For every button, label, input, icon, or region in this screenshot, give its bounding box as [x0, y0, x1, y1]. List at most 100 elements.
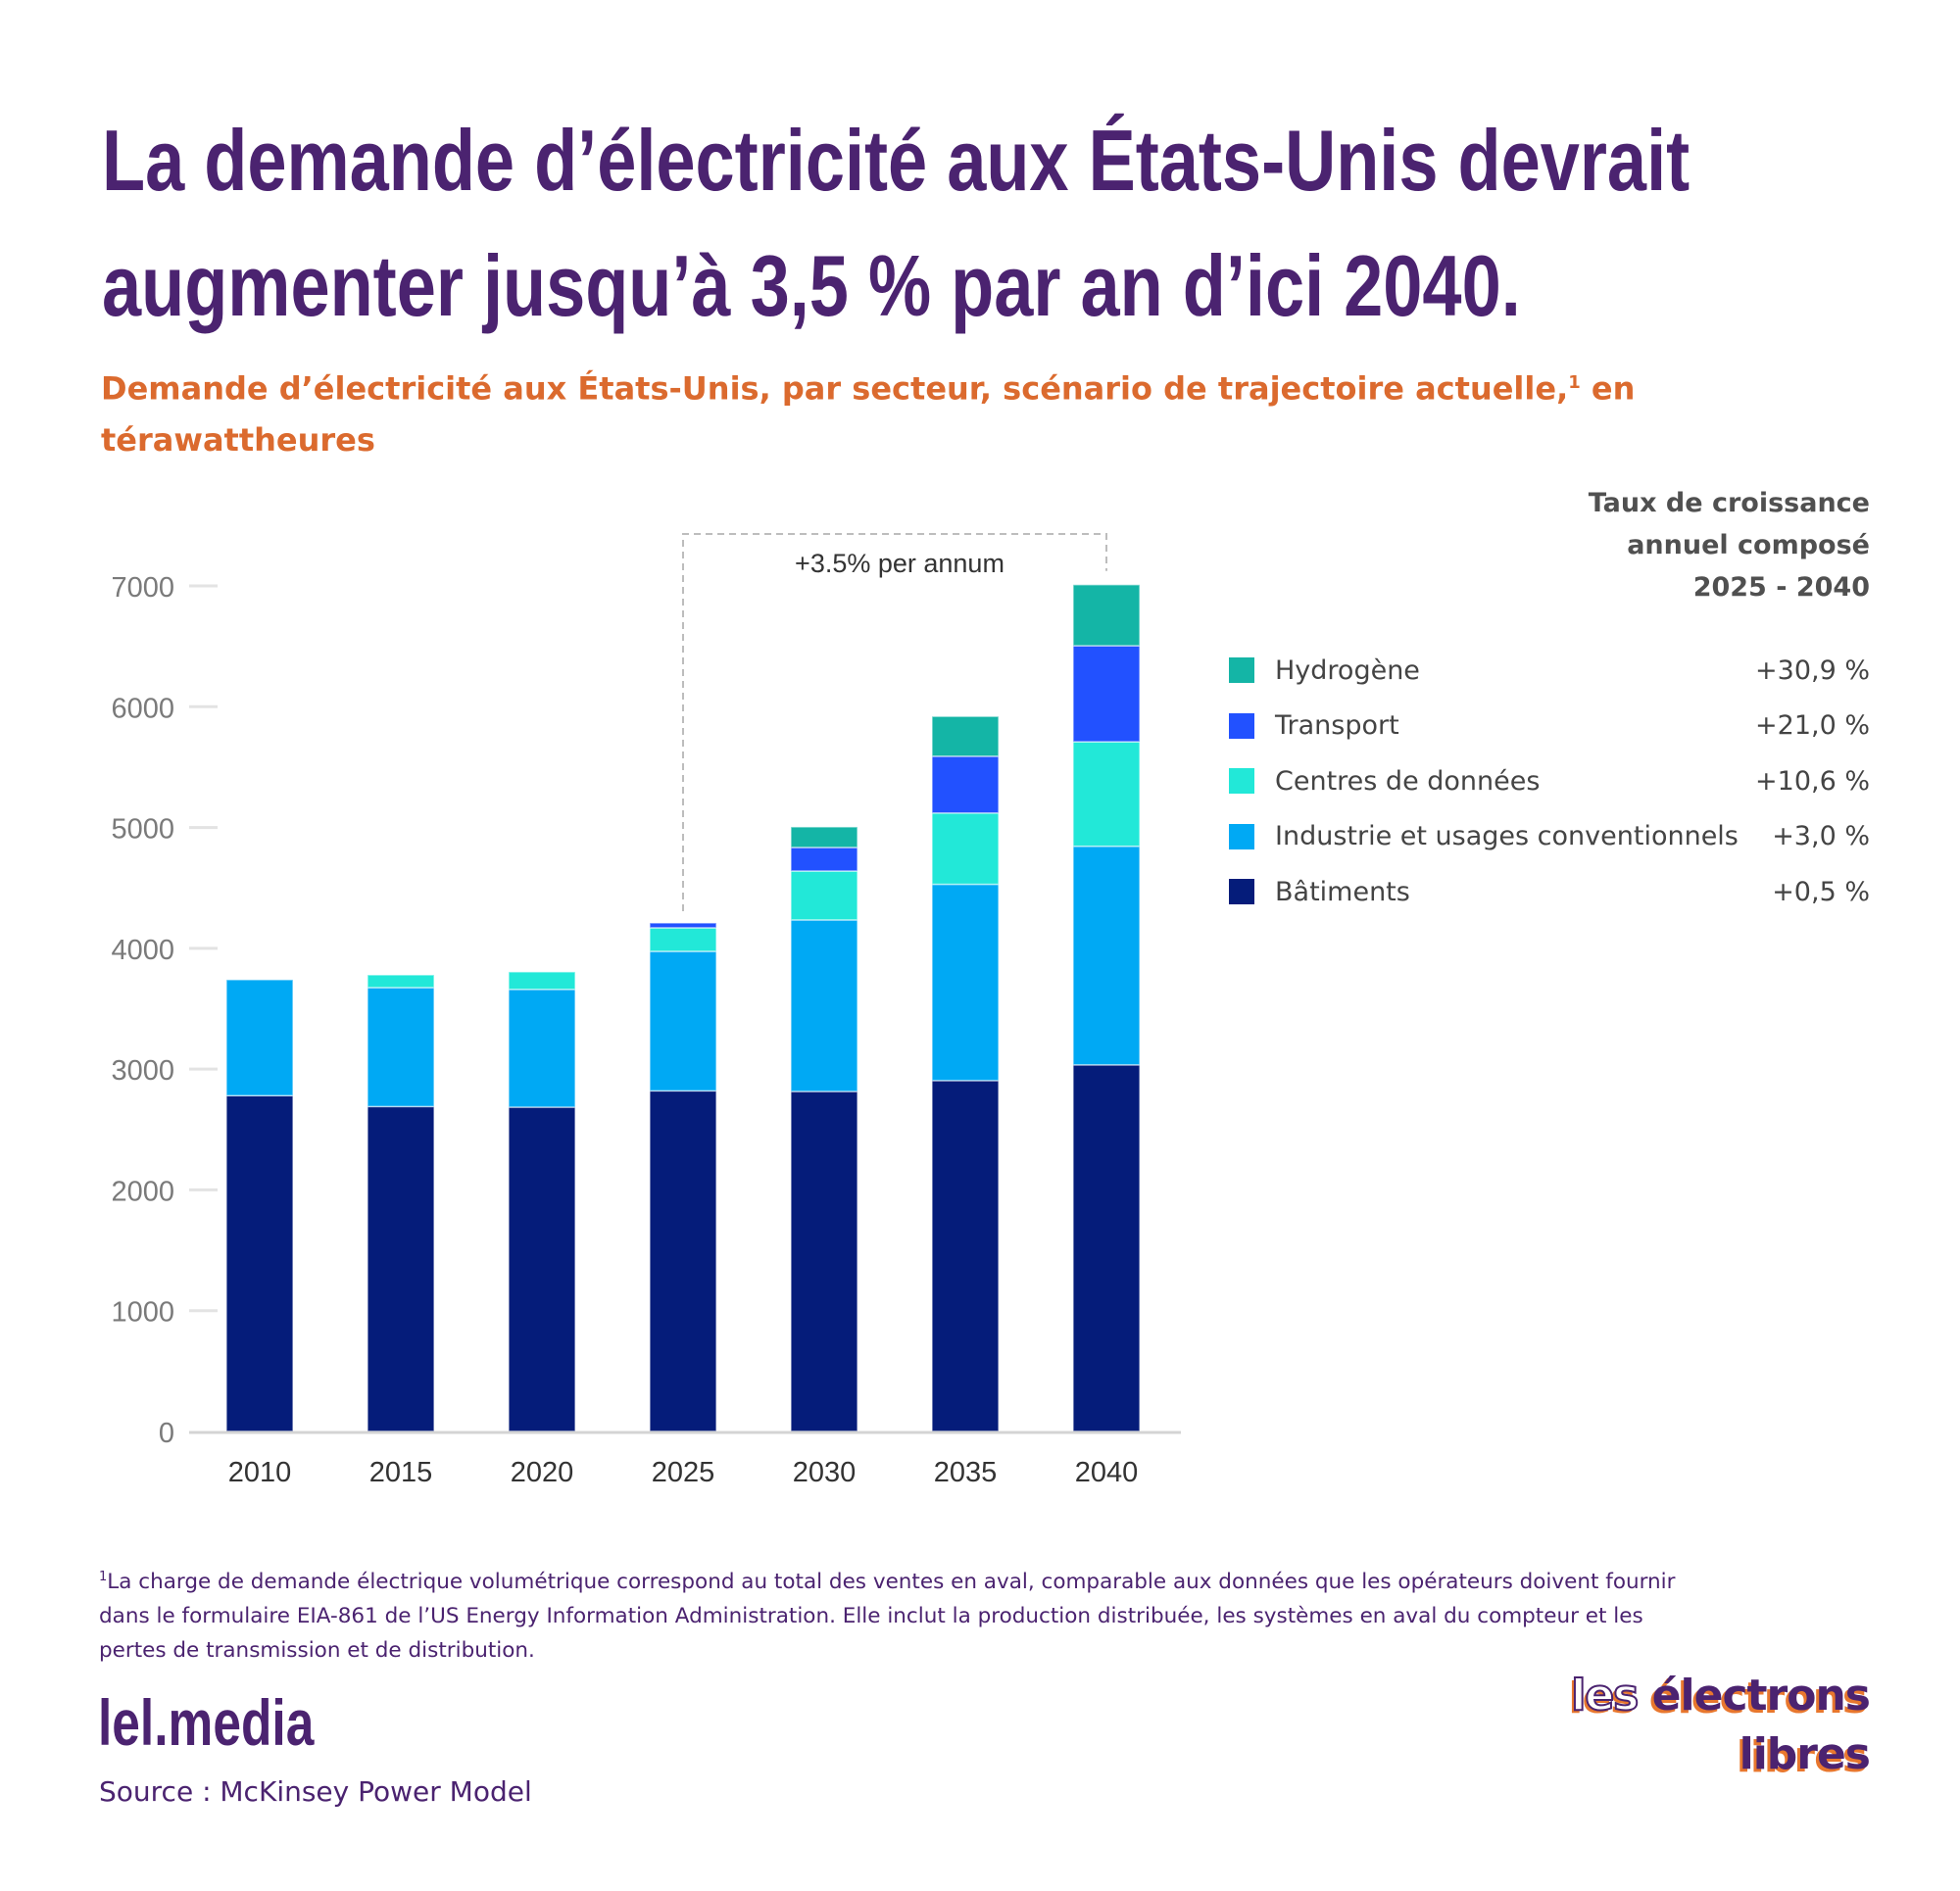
bar-segment-hydrogen-2035: [931, 715, 1000, 757]
y-tick-label: 7000: [111, 572, 174, 604]
bar-segment-buildings-2030: [790, 1091, 858, 1432]
legend-growth-rate: +3,0 %: [1772, 821, 1870, 852]
y-axis: 0 1000 2000 3000 4000 5000 6000 7000: [111, 572, 218, 1449]
legend-item-datacenters: Centres de données +10,6 %: [1229, 753, 1870, 809]
y-tick-label: 1000: [111, 1297, 174, 1329]
bar-segment-buildings-2025: [649, 1090, 717, 1432]
footnote-mark: 1: [99, 1570, 108, 1584]
legend-growth-rate: +30,9 %: [1755, 655, 1870, 686]
bar-segment-transport-2025: [649, 922, 717, 929]
y-tick-label: 5000: [111, 814, 174, 846]
headline-line-1: La demande d’électricité aux États-Unis …: [102, 112, 1690, 209]
legend-header-line-2: annuel composé: [1627, 530, 1870, 560]
bar-segment-hydrogen-2040: [1072, 584, 1141, 647]
bar-segment-transport-2030: [790, 847, 858, 872]
footnote-line-3: pertes de transmission et de distributio…: [99, 1638, 535, 1664]
les-electrons-libres-logo[interactable]: les électrons libres: [1570, 1670, 1882, 1808]
subtitle-unit: térawattheures: [101, 420, 375, 459]
bar-stack-2020: [508, 971, 576, 1432]
annotation-label: +3.5% per annum: [795, 549, 1004, 578]
legend-growth-rate: +21,0 %: [1755, 710, 1870, 742]
x-tick-label: 2040: [1075, 1457, 1139, 1488]
bar-stack-2010: [225, 979, 294, 1432]
legend-swatch-datacenters: [1229, 768, 1254, 795]
legend-growth-rate: +10,6 %: [1755, 765, 1870, 797]
logo-line-1: les électrons: [1570, 1670, 1871, 1721]
x-tick-label: 2035: [934, 1457, 998, 1488]
bar-segment-industry-2035: [931, 883, 1000, 1082]
bars: [225, 584, 1141, 1432]
annotation-bracket: [682, 533, 1107, 911]
x-tick-label: 2015: [369, 1457, 433, 1488]
bar-segment-industry-2030: [790, 919, 858, 1092]
x-axis: 2010 2015 2020 2025 2030 2035 2040: [189, 1430, 1181, 1488]
source-credit: Source : McKinsey Power Model: [99, 1775, 532, 1808]
legend-swatch-transport: [1229, 712, 1254, 739]
y-tick-label: 2000: [111, 1176, 174, 1207]
footnote-text: La charge de demande électrique volumétr…: [107, 1570, 1676, 1595]
bar-stack-2035: [931, 715, 1000, 1432]
chart-subtitle: Demande d’électricité aux États-Unis, pa…: [101, 358, 1865, 465]
bar-segment-datacenters-2025: [649, 927, 717, 952]
bar-segment-datacenters-2035: [931, 812, 1000, 886]
bar-segment-industry-2040: [1072, 845, 1141, 1066]
legend-swatch-industry: [1229, 823, 1254, 849]
footnote-line-2: dans le formulaire EIA-861 de l’US Energ…: [99, 1604, 1643, 1629]
bar-segment-hydrogen-2030: [790, 826, 858, 849]
legend-swatch-hydrogen: [1229, 657, 1254, 684]
logo-line-2: libres: [1739, 1729, 1871, 1779]
bar-segment-datacenters-2020: [508, 971, 576, 991]
x-tick-label: 2030: [793, 1457, 857, 1488]
headline-line-2: augmenter jusqu’à 3,5 % par an d’ici 204…: [102, 237, 1521, 334]
y-tick-label: 0: [159, 1418, 174, 1449]
bar-segment-transport-2040: [1072, 645, 1141, 743]
bar-stack-2015: [367, 974, 435, 1432]
bar-stack-2030: [790, 826, 858, 1432]
subtitle-text-cont: en: [1580, 369, 1636, 408]
logo-word-electrons: électrons: [1638, 1671, 1871, 1721]
legend-label: Hydrogène: [1275, 655, 1420, 686]
legend-label: Transport: [1275, 710, 1399, 742]
site-brand[interactable]: lel.media: [98, 1686, 315, 1759]
bar-segment-buildings-2035: [931, 1080, 1000, 1432]
legend-label: Centres de données: [1275, 765, 1541, 797]
legend-header-line-3: 2025 - 2040: [1692, 572, 1870, 603]
y-tick-label: 6000: [111, 693, 174, 724]
bar-segment-datacenters-2040: [1072, 741, 1141, 848]
bar-stack-2025: [649, 922, 717, 1432]
bar-segment-datacenters-2030: [790, 870, 858, 921]
bar-segment-datacenters-2015: [367, 974, 435, 989]
subtitle-footnote-mark: 1: [1568, 372, 1581, 393]
legend-label: Bâtiments: [1275, 876, 1410, 907]
footnote-line-1: 1La charge de demande électrique volumét…: [99, 1560, 1883, 1599]
bar-segment-buildings-2020: [508, 1106, 576, 1432]
bar-segment-industry-2020: [508, 989, 576, 1108]
bar-segment-buildings-2010: [225, 1094, 294, 1432]
legend-item-hydrogen: Hydrogène +30,9 %: [1229, 643, 1870, 699]
legend-header: Taux de croissance annuel composé 2025 -…: [1589, 482, 1870, 608]
bar-segment-industry-2025: [649, 950, 717, 1092]
y-tick-label: 4000: [111, 935, 174, 966]
logo-word-les: les: [1570, 1670, 1640, 1721]
x-tick-label: 2010: [228, 1457, 292, 1488]
footnote: 1La charge de demande électrique volumét…: [99, 1560, 1883, 1668]
legend: Hydrogène +30,9 % Transport +21,0 % Cent…: [1229, 643, 1870, 920]
x-tick-label: 2020: [511, 1457, 574, 1488]
y-tick-label: 3000: [111, 1055, 174, 1087]
legend-item-buildings: Bâtiments +0,5 %: [1229, 864, 1870, 920]
bar-segment-buildings-2040: [1072, 1064, 1141, 1432]
bar-stack-2040: [1072, 584, 1141, 1432]
legend-swatch-buildings: [1229, 879, 1254, 905]
legend-item-industry: Industrie et usages conventionnels +3,0 …: [1229, 809, 1870, 865]
legend-growth-rate: +0,5 %: [1772, 876, 1870, 907]
bar-segment-industry-2010: [225, 979, 294, 1097]
legend-header-line-1: Taux de croissance: [1588, 488, 1870, 518]
subtitle-text: Demande d’électricité aux États-Unis, pa…: [101, 369, 1569, 408]
legend-item-transport: Transport +21,0 %: [1229, 699, 1870, 754]
bar-segment-transport-2035: [931, 755, 1000, 814]
growth-annotation: +3.5% per annum: [682, 533, 1107, 911]
x-tick-label: 2025: [652, 1457, 715, 1488]
legend-label: Industrie et usages conventionnels: [1275, 821, 1739, 852]
bar-segment-industry-2015: [367, 987, 435, 1108]
